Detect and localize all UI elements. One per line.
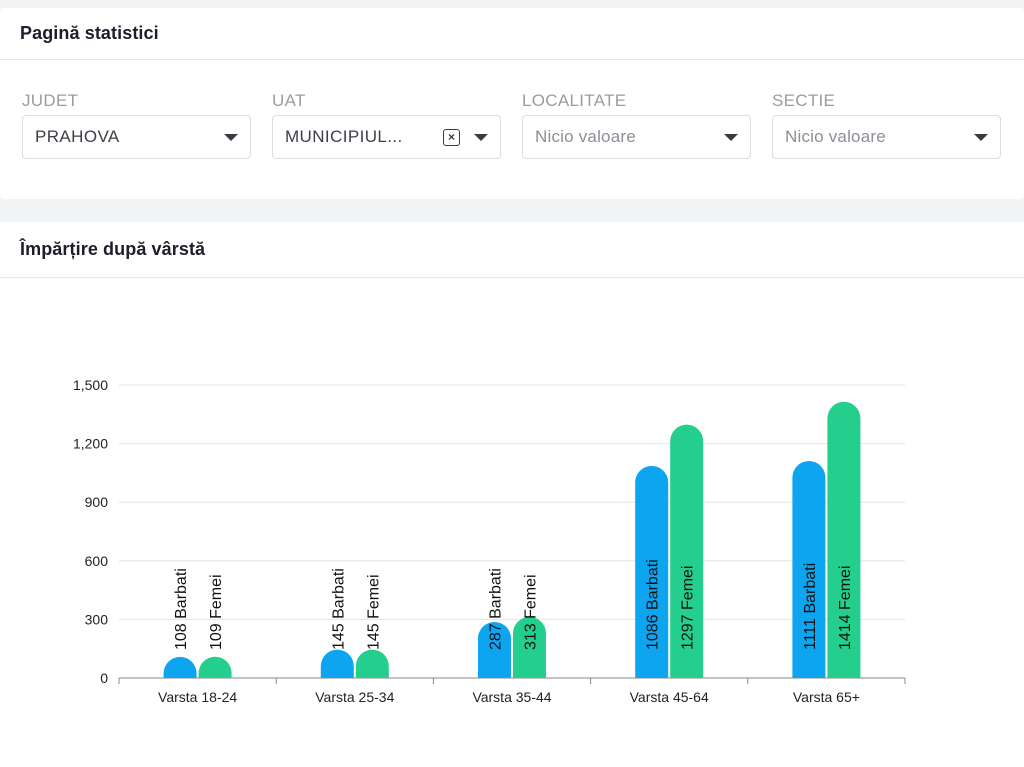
- age-bar-chart: 0 300 600 900 1,200 1,500 108 Barbati 109 Femei…: [73, 377, 906, 705]
- y-tick-label: 1,500: [73, 377, 108, 393]
- chart-header: Împărțire după vârstă: [0, 222, 1024, 278]
- x-tick-label: Varsta 65+: [793, 689, 860, 705]
- filter-uat-label: UAT: [272, 91, 306, 110]
- chevron-down-icon[interactable]: [224, 133, 238, 141]
- bar-label: 1086 Barbati: [645, 559, 662, 650]
- filter-judet: JUDET PRAHOVA: [22, 90, 251, 159]
- bar-label: 287 Barbati: [488, 568, 505, 650]
- bar-label: 1297 Femei: [680, 566, 697, 651]
- filter-sectie: SECTIE Nicio valoare: [772, 90, 1001, 159]
- page-title: Pagină statistici: [20, 23, 159, 43]
- y-tick-label: 1,200: [73, 436, 108, 452]
- localitate-select-value: Nicio valoare: [535, 127, 636, 146]
- bar-femei: [827, 401, 861, 678]
- filter-judet-label: JUDET: [22, 91, 79, 110]
- bar-barbati: [163, 656, 197, 678]
- x-tick-label: Varsta 18-24: [158, 689, 237, 705]
- bar-label: 145 Barbati: [330, 568, 347, 650]
- bar-label: 108 Barbati: [173, 568, 190, 650]
- sectie-select-value: Nicio valoare: [785, 127, 886, 146]
- sectie-select[interactable]: Nicio valoare: [772, 115, 1001, 159]
- bar-barbati: [478, 621, 511, 678]
- bar-femei: [513, 616, 546, 678]
- bar-label: 109 Femei: [208, 574, 225, 650]
- y-tick-label: 900: [85, 494, 109, 510]
- localitate-select[interactable]: Nicio valoare: [522, 115, 751, 159]
- bar-femei: [355, 649, 389, 678]
- filter-uat: UAT MUNICIPIUL... ×: [272, 90, 501, 159]
- page-header: Pagină statistici: [0, 8, 1024, 60]
- uat-select-value: MUNICIPIUL...: [285, 127, 403, 146]
- chart-title: Împărțire după vârstă: [20, 239, 206, 259]
- chevron-down-icon[interactable]: [474, 133, 488, 141]
- bar-label: 1111 Barbati: [802, 563, 819, 650]
- filter-localitate-label: LOCALITATE: [522, 91, 627, 110]
- uat-select[interactable]: MUNICIPIUL... ×: [272, 115, 501, 159]
- bar-barbati: [320, 649, 354, 678]
- bar-femei: [670, 424, 704, 678]
- chart-card: Împărțire după vârstă 0 300 600 900 1,200 1,5…: [0, 222, 1024, 767]
- bar-barbati: [792, 460, 826, 678]
- bar-femei: [198, 656, 232, 678]
- filter-sectie-label: SECTIE: [772, 91, 836, 110]
- judet-select[interactable]: PRAHOVA: [22, 115, 251, 159]
- clear-x-icon[interactable]: ×: [443, 128, 460, 146]
- x-tick-label: Varsta 35-44: [472, 689, 551, 705]
- x-tick-label: Varsta 45-64: [630, 689, 709, 705]
- y-tick-label: 600: [85, 553, 109, 569]
- x-tick-label: Varsta 25-34: [315, 689, 394, 705]
- bar-label: 313 Femei: [523, 574, 540, 650]
- y-tick-label: 300: [85, 611, 109, 627]
- chevron-down-icon[interactable]: [724, 133, 738, 141]
- bar-label: 145 Femei: [365, 574, 382, 650]
- filter-localitate: LOCALITATE Nicio valoare: [522, 90, 751, 159]
- bar-label: 1414 Femei: [837, 566, 854, 651]
- bar-barbati: [635, 465, 669, 678]
- judet-select-value: PRAHOVA: [35, 127, 120, 146]
- filters-card: Pagină statistici JUDET PRAHOVA UAT MUNI…: [0, 8, 1024, 199]
- y-tick-label: 0: [100, 670, 108, 686]
- chevron-down-icon[interactable]: [974, 133, 988, 141]
